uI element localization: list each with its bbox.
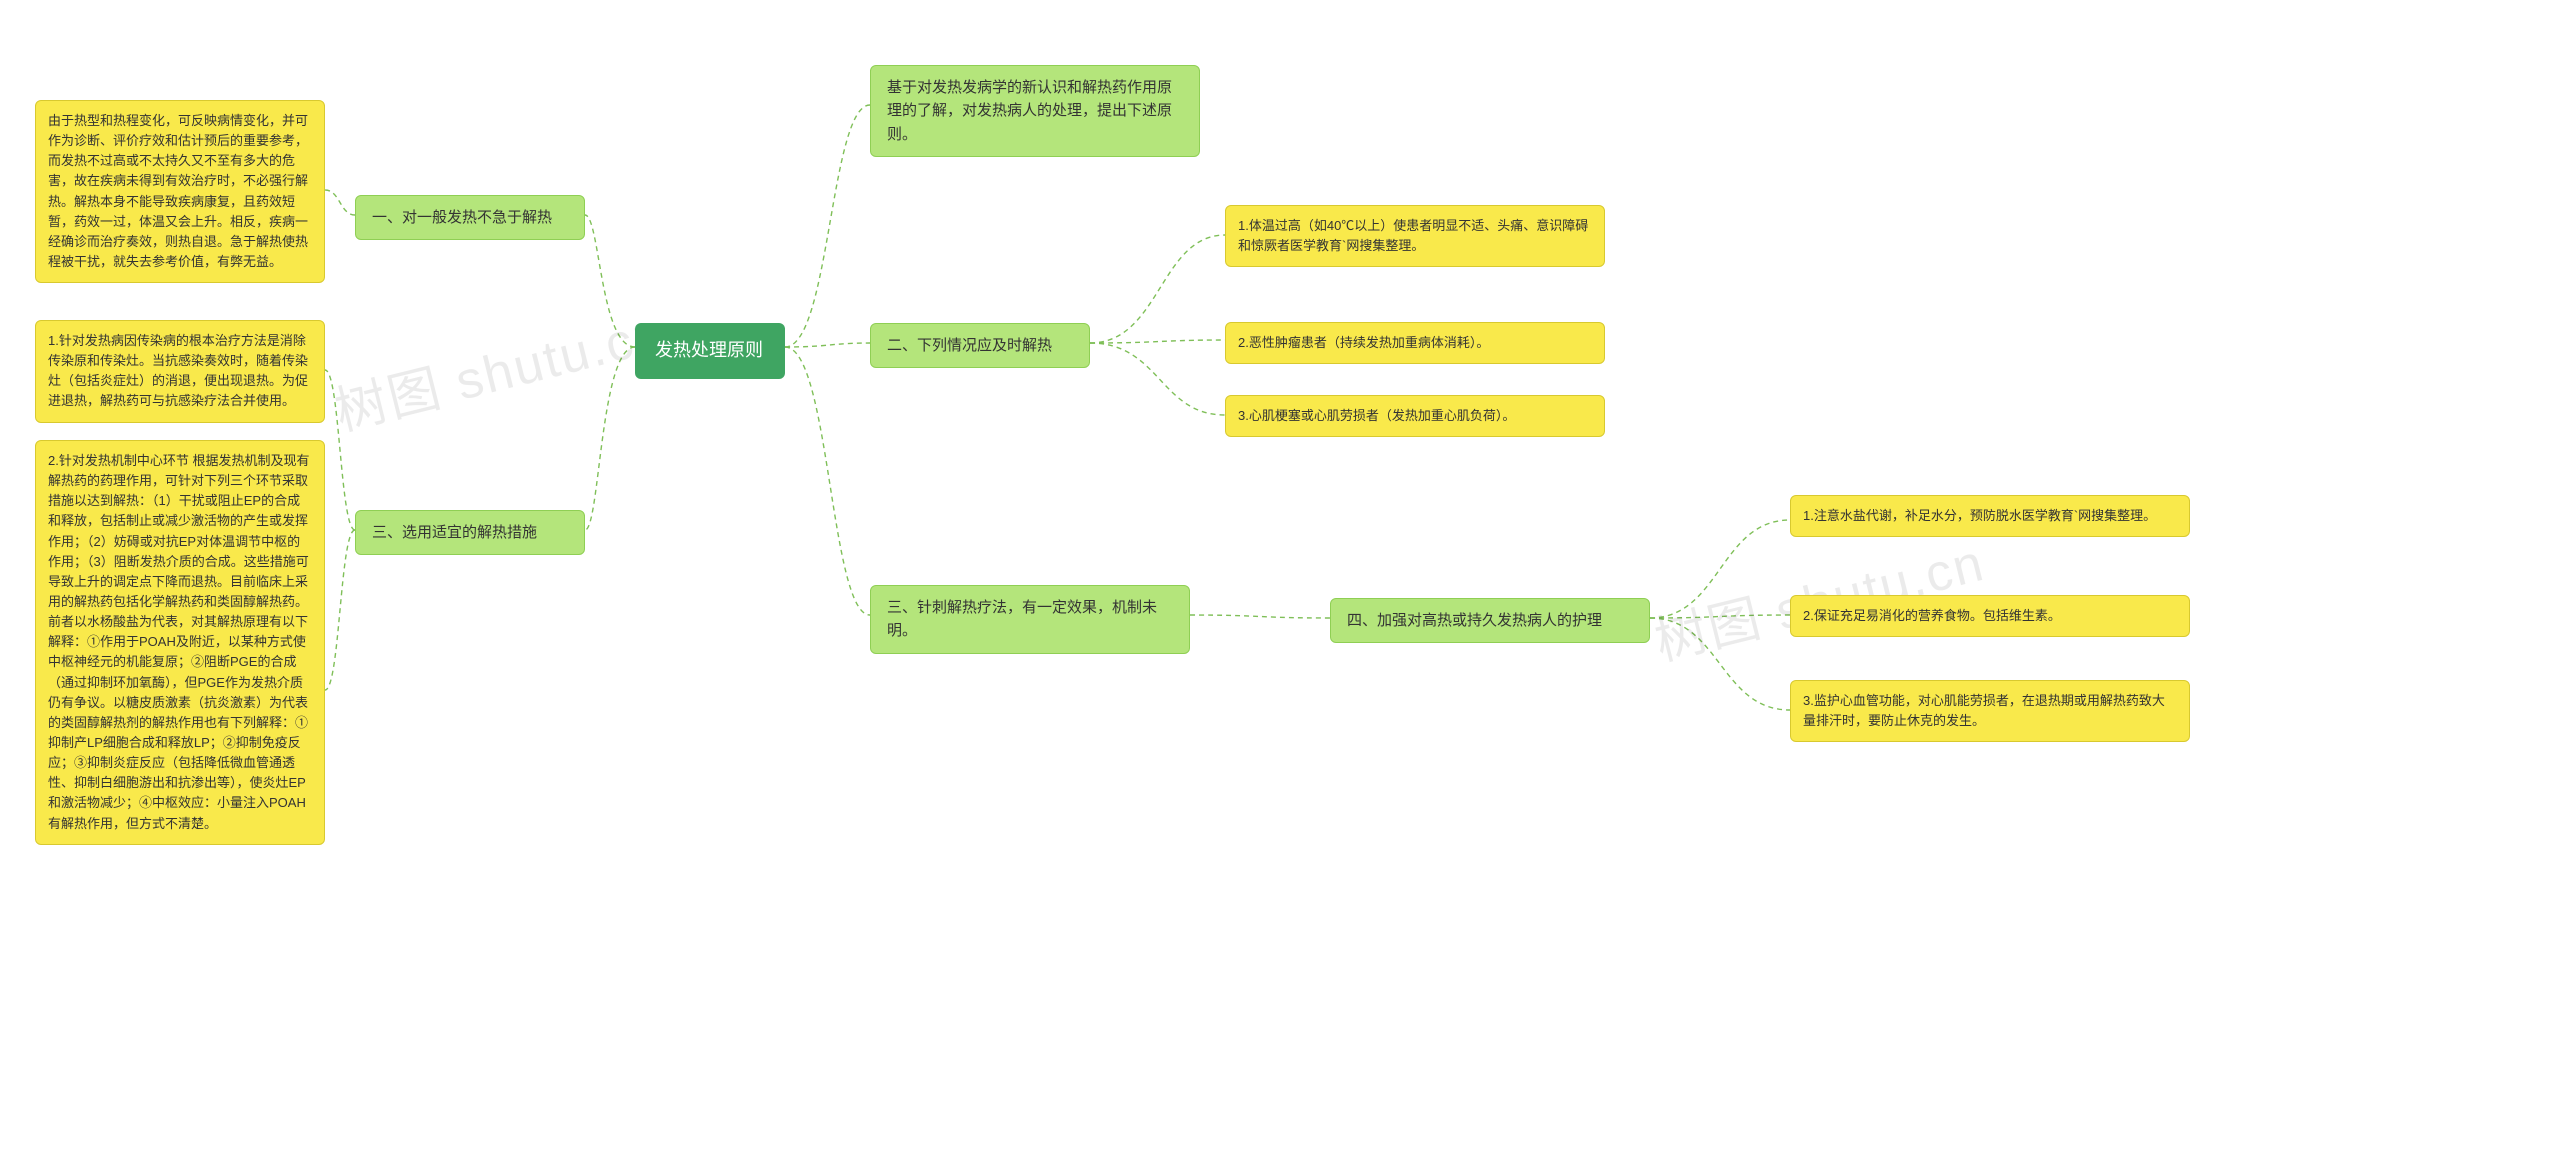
leaf-node: 1.针对发热病因传染病的根本治疗方法是消除传染原和传染灶。当抗感染奏效时，随着传… xyxy=(35,320,325,423)
leaf-node: 2.针对发热机制中心环节 根据发热机制及现有解热药的药理作用，可针对下列三个环节… xyxy=(35,440,325,845)
branch-timely-antipyresis[interactable]: 二、下列情况应及时解热 xyxy=(870,323,1090,368)
leaf-node: 1.体温过高（如40℃以上）使患者明显不适、头痛、意识障碍和惊厥者医学教育`网搜… xyxy=(1225,205,1605,267)
leaf-node: 2.恶性肿瘤患者（持续发热加重病体消耗）。 xyxy=(1225,322,1605,364)
watermark: 树图 shutu.cn xyxy=(326,290,671,444)
root-node[interactable]: 发热处理原则 xyxy=(635,323,785,379)
leaf-node: 3.监护心血管功能，对心肌能劳损者，在退热期或用解热药致大量排汗时，要防止休克的… xyxy=(1790,680,2190,742)
branch-intro[interactable]: 基于对发热发病学的新认识和解热药作用原理的了解，对发热病人的处理，提出下述原则。 xyxy=(870,65,1200,157)
leaf-node: 3.心肌梗塞或心肌劳损者（发热加重心肌负荷）。 xyxy=(1225,395,1605,437)
leaf-node: 2.保证充足易消化的营养食物。包括维生素。 xyxy=(1790,595,2190,637)
leaf-node: 1.注意水盐代谢，补足水分，预防脱水医学教育`网搜集整理。 xyxy=(1790,495,2190,537)
branch-acupuncture[interactable]: 三、针刺解热疗法，有一定效果，机制未明。 xyxy=(870,585,1190,654)
branch-nursing[interactable]: 四、加强对高热或持久发热病人的护理 xyxy=(1330,598,1650,643)
leaf-node: 由于热型和热程变化，可反映病情变化，并可作为诊断、评价疗效和估计预后的重要参考，… xyxy=(35,100,325,283)
branch-no-rush[interactable]: 一、对一般发热不急于解热 xyxy=(355,195,585,240)
branch-measures[interactable]: 三、选用适宜的解热措施 xyxy=(355,510,585,555)
connector-layer xyxy=(0,0,2560,1157)
